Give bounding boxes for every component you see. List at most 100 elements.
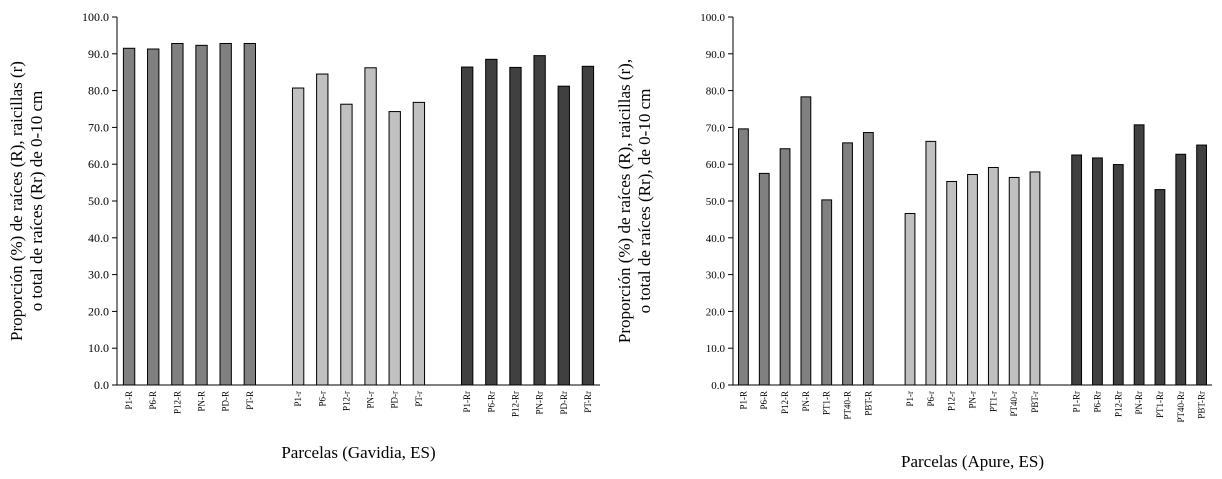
y-tick-label: 10.0 xyxy=(88,341,109,355)
bar xyxy=(1029,171,1041,386)
bar xyxy=(485,58,498,386)
y-tick-label: 20.0 xyxy=(706,306,726,318)
x-tick-label: PBT-R xyxy=(863,391,873,416)
x-tick-label: PT-Rr xyxy=(583,391,593,413)
bar xyxy=(1175,153,1187,386)
y-tick-label: 70.0 xyxy=(706,122,726,134)
x-tick-label: P1-Rr xyxy=(1072,391,1082,413)
bar xyxy=(388,111,401,386)
x-tick-label: P12-Rr xyxy=(1113,391,1123,417)
bar xyxy=(1112,164,1124,386)
bar xyxy=(122,47,136,386)
y-tick-label: 60.0 xyxy=(706,159,726,171)
bar xyxy=(987,167,999,386)
x-tick-label: P1-r xyxy=(905,391,915,407)
bar xyxy=(581,65,595,386)
x-tick-label: PD-R xyxy=(221,391,231,412)
y-tick-label: 90.0 xyxy=(88,47,109,61)
x-tick-label: P12-R xyxy=(172,391,182,414)
x-axis-title: Parcelas (Gavidia, ES) xyxy=(281,443,435,462)
y-tick-label: 40.0 xyxy=(88,231,109,245)
bar xyxy=(1133,124,1145,386)
bar xyxy=(171,42,184,386)
y-tick-label: 20.0 xyxy=(88,304,109,318)
bar xyxy=(316,73,329,386)
bar xyxy=(821,199,833,386)
bar xyxy=(1196,144,1207,386)
y-tick-label: 0.0 xyxy=(711,380,725,392)
bar xyxy=(412,101,426,386)
x-tick-label: PT-R xyxy=(245,391,255,410)
x-tick-label: PN-R xyxy=(197,391,207,412)
bar xyxy=(460,66,474,386)
y-tick-label: 40.0 xyxy=(706,233,726,245)
bar xyxy=(800,96,812,386)
y-tick-label: 10.0 xyxy=(706,343,726,355)
bar xyxy=(862,132,874,386)
x-tick-label: P6-Rr xyxy=(1092,391,1102,413)
x-tick-label: P6-r xyxy=(317,391,327,407)
y-tick-label: 50.0 xyxy=(88,194,109,208)
y-tick-label: 60.0 xyxy=(88,157,109,171)
x-tick-label: P1-r xyxy=(293,391,303,407)
x-tick-label: PT1-Rr xyxy=(1155,391,1165,418)
x-tick-label: PT-r xyxy=(414,391,424,407)
bar xyxy=(243,42,257,386)
x-tick-label: P12-r xyxy=(947,391,957,411)
y-axis-title: o total de raíces (Rr) de 0-10 cm xyxy=(27,91,46,311)
y-tick-label: 100.0 xyxy=(700,12,725,24)
y-tick-label: 30.0 xyxy=(88,268,109,282)
bar xyxy=(967,174,978,386)
x-tick-label: P6-R xyxy=(759,391,769,410)
x-tick-label: PBT-r xyxy=(1030,391,1040,413)
bar xyxy=(557,85,570,386)
x-tick-label: P1-Rr xyxy=(462,391,472,413)
x-tick-label: PT40-Rr xyxy=(1176,391,1186,423)
x-tick-label: P6-Rr xyxy=(486,391,496,413)
bar xyxy=(904,213,916,386)
x-tick-label: PT40-r xyxy=(1009,391,1019,417)
x-tick-label: PD-Rr xyxy=(559,391,569,415)
bar xyxy=(147,48,160,386)
y-tick-label: 50.0 xyxy=(706,196,726,208)
bar xyxy=(533,55,546,386)
y-tick-label: 90.0 xyxy=(706,49,726,61)
x-tick-label: P6-R xyxy=(148,391,158,410)
y-tick-label: 70.0 xyxy=(88,120,109,134)
bar xyxy=(509,66,522,386)
bar xyxy=(738,128,749,386)
x-tick-label: P1-R xyxy=(124,391,134,410)
bar xyxy=(1008,176,1020,386)
bar xyxy=(758,172,770,386)
x-axis-title: Parcelas (Apure, ES) xyxy=(901,452,1044,471)
y-tick-label: 80.0 xyxy=(706,86,726,98)
bar xyxy=(340,103,353,386)
x-tick-label: P12-r xyxy=(341,391,351,411)
x-tick-label: PD-r xyxy=(390,391,400,409)
x-tick-label: PN-R xyxy=(801,391,811,412)
y-tick-label: 30.0 xyxy=(706,270,726,282)
x-tick-label: PN-Rr xyxy=(1134,391,1144,415)
x-tick-label: PBT-Rr xyxy=(1197,391,1207,419)
x-tick-label: P12-R xyxy=(780,391,790,414)
y-axis-title: Proporción (%) de raíces (R), raicillas … xyxy=(7,61,26,341)
bar xyxy=(1154,189,1166,386)
y-tick-label: 80.0 xyxy=(88,84,109,98)
bar xyxy=(195,44,208,386)
y-axis-title: o total de raíces (Rr), de 0-10 cm xyxy=(635,89,654,314)
x-tick-label: P12-Rr xyxy=(510,391,520,417)
bar xyxy=(925,140,937,386)
bar xyxy=(291,87,305,386)
x-tick-label: P1-R xyxy=(738,391,748,410)
bar xyxy=(219,42,232,386)
bar xyxy=(1071,154,1083,386)
x-tick-label: PN-r xyxy=(366,391,376,409)
x-tick-label: P6-r xyxy=(926,391,936,407)
x-tick-label: PT1-r xyxy=(988,391,998,412)
x-tick-label: PT40-R xyxy=(843,391,853,420)
bar xyxy=(364,67,377,386)
x-tick-label: PN-r xyxy=(968,391,978,409)
x-tick-label: PT1-R xyxy=(822,391,832,415)
x-tick-label: PN-Rr xyxy=(535,391,545,415)
